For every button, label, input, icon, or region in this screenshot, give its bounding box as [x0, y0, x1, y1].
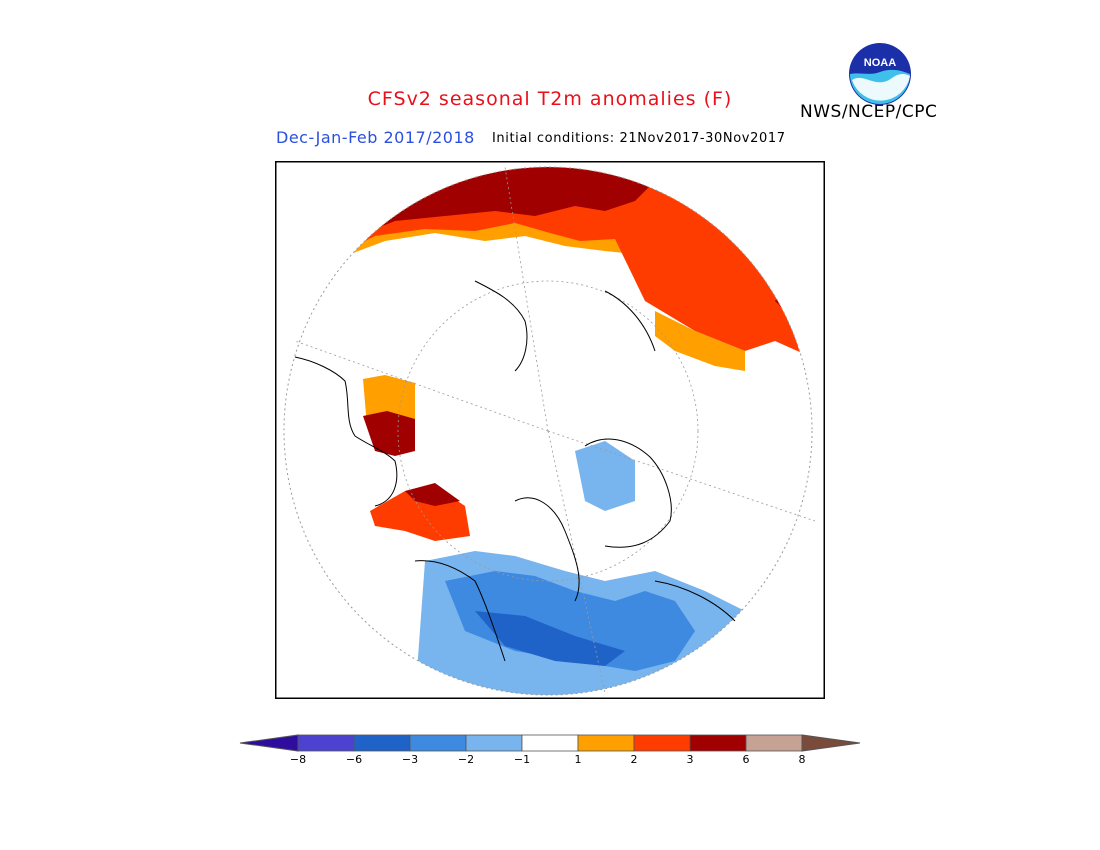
legend-tick-label: −6: [346, 753, 362, 766]
legend-bin: [577, 734, 635, 752]
map-disc-edge: [283, 166, 813, 696]
legend-tick-label: 1: [575, 753, 582, 766]
legend-bin: [521, 734, 579, 752]
legend-bin: [353, 734, 411, 752]
legend-tick-label: −8: [290, 753, 306, 766]
legend-bin: [465, 734, 523, 752]
agency-label: NWS/NCEP/CPC: [800, 102, 938, 122]
cold-anomaly-arctic-canada: [575, 441, 635, 511]
polar-map: [275, 161, 825, 699]
legend-tick-label: 3: [687, 753, 694, 766]
warm-anomaly-scandinavia-strong: [363, 411, 415, 456]
legend-bin: [689, 734, 747, 752]
forecast-period: Dec-Jan-Feb 2017/2018: [276, 128, 475, 147]
warm-anomaly-western-europe-strong: [405, 483, 460, 506]
legend-arrow-high: [801, 734, 861, 752]
warm-anomaly-east-asia: [655, 311, 745, 371]
legend-bin: [297, 734, 355, 752]
legend-tick-label: 6: [743, 753, 750, 766]
initial-conditions: Initial conditions: 21Nov2017-30Nov2017: [492, 131, 786, 146]
legend-tick-label: 2: [631, 753, 638, 766]
legend-bin: [633, 734, 691, 752]
legend-tick-label: −1: [514, 753, 530, 766]
logo-text: NOAA: [864, 57, 896, 69]
legend-bin: [409, 734, 467, 752]
noaa-logo: NOAA: [849, 43, 911, 105]
coastlines: [294, 280, 736, 662]
chart-title: CFSv2 seasonal T2m anomalies (F): [367, 88, 733, 110]
legend-tick-label: −3: [402, 753, 418, 766]
legend-arrow-low: [239, 734, 299, 752]
color-legend: −8 −6 −3 −2 −1 1 2 3 6 8: [239, 734, 861, 766]
legend-tick-label: −2: [458, 753, 474, 766]
legend-bin: [745, 734, 803, 752]
cold-anomaly-canada-core: [475, 611, 625, 666]
warm-anomaly-asia-strong: [335, 171, 812, 361]
graticule: [294, 166, 816, 694]
legend-tick-label: 8: [799, 753, 806, 766]
